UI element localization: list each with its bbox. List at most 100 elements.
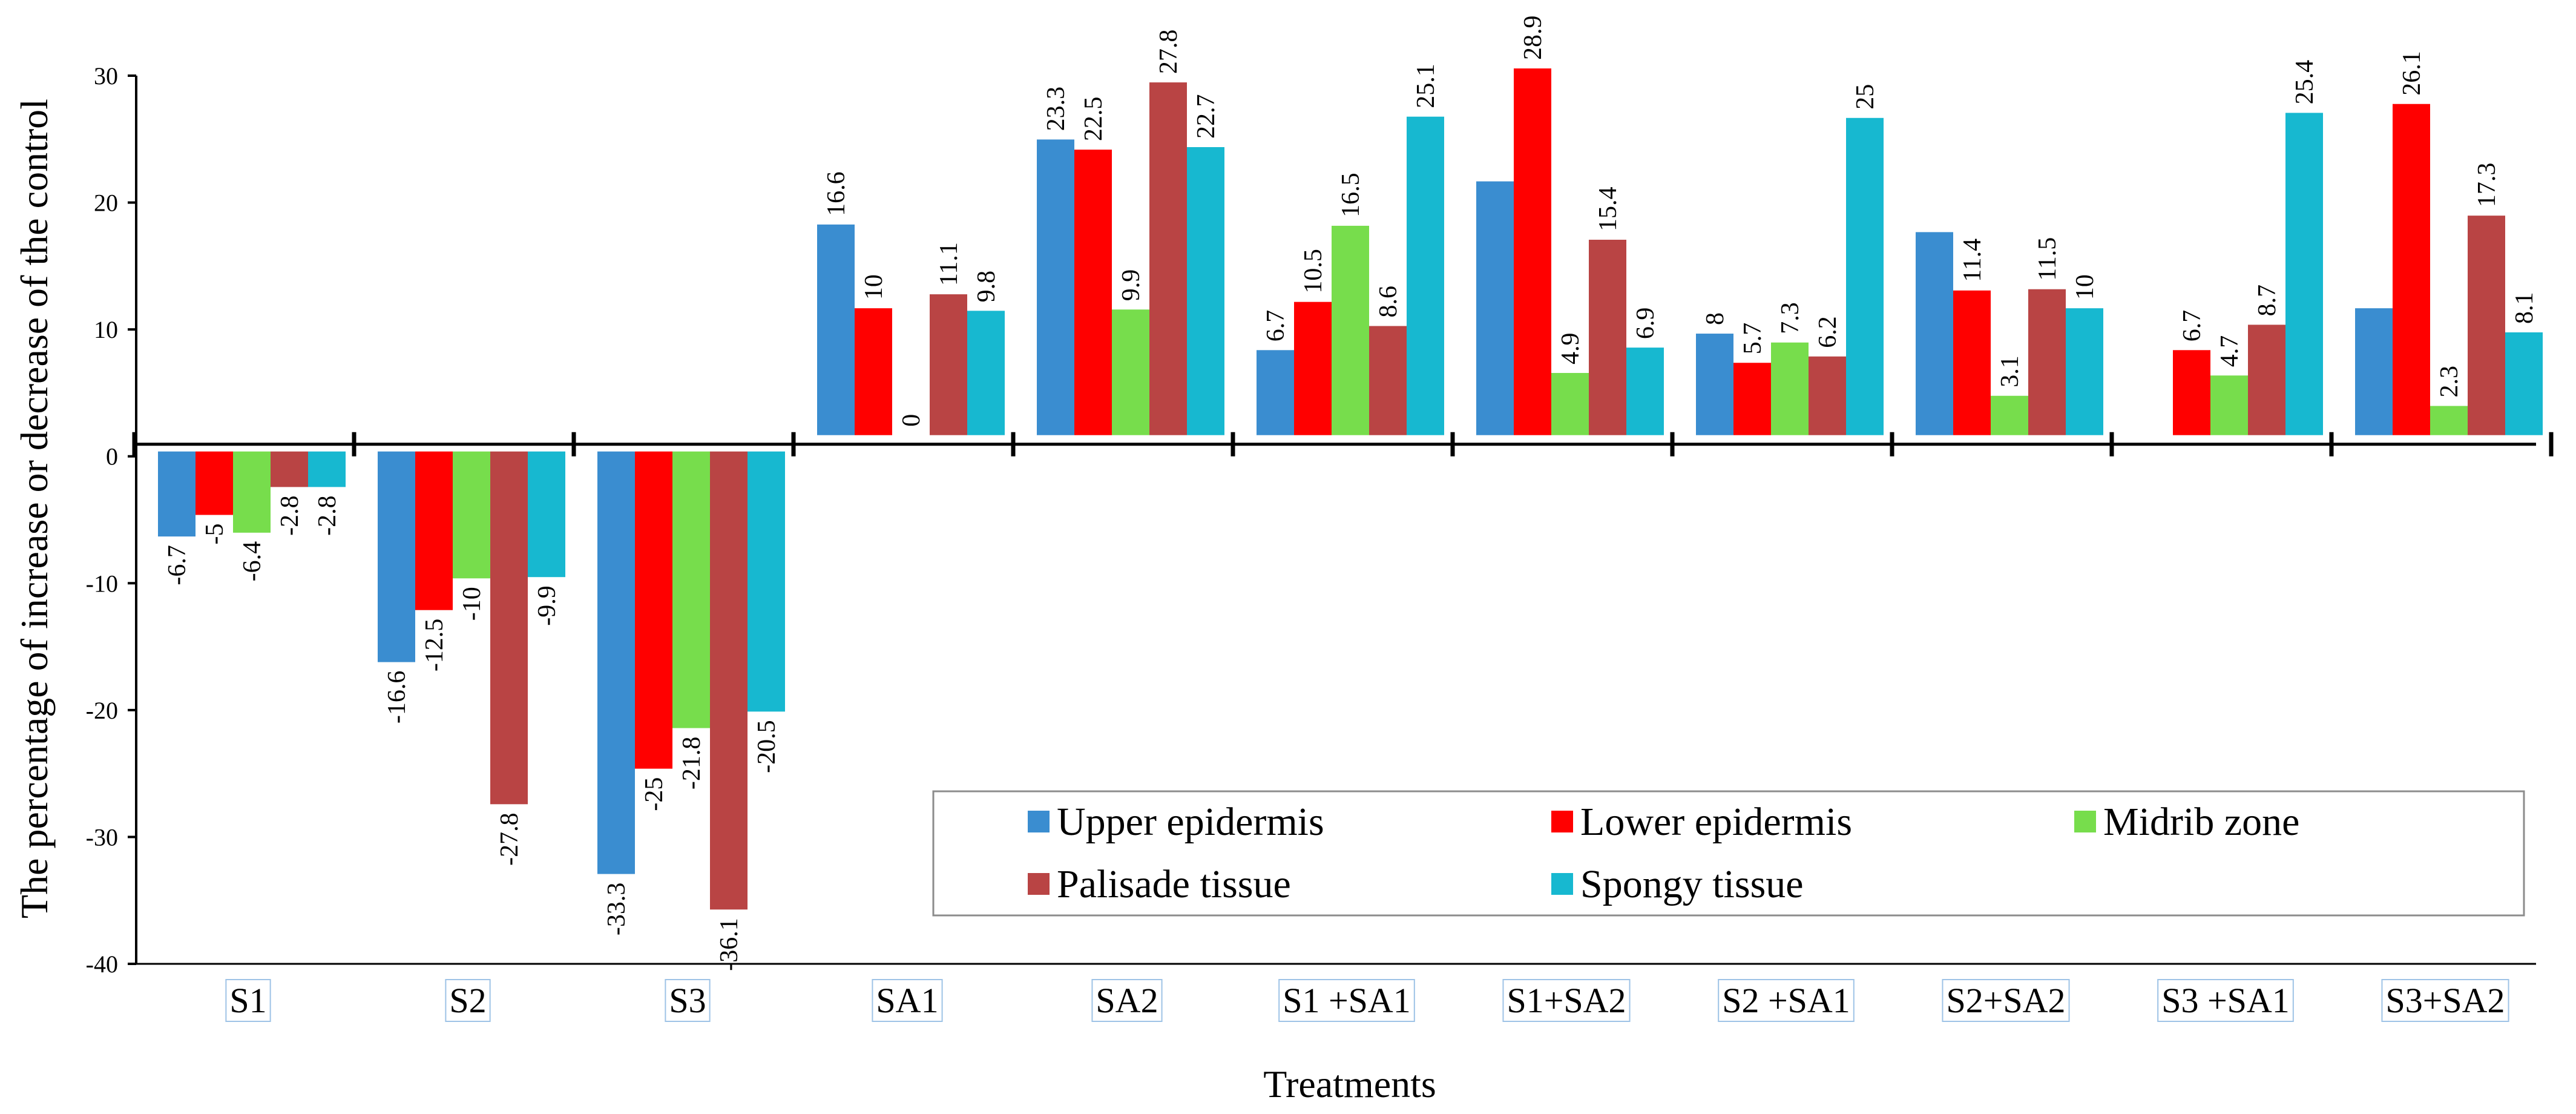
bar-1-7	[1733, 363, 1771, 435]
bar-label: -10	[458, 587, 486, 621]
category-label-box	[1278, 979, 1415, 1022]
bar-label: 9.9	[1117, 269, 1145, 302]
bar-label: -21.8	[678, 737, 706, 790]
category-label: S1	[229, 981, 266, 1020]
y-tick-label: 20	[94, 190, 118, 217]
bar-label: 11.4	[1959, 239, 1986, 282]
bar-0-2	[597, 451, 635, 874]
bar-label: 7.3	[1776, 302, 1804, 334]
bar-label: -27.8	[496, 812, 524, 866]
category-label: S3+SA2	[2385, 981, 2505, 1020]
y-tick-label: 30	[94, 62, 118, 90]
bar-3-7	[1809, 356, 1846, 435]
bar-label: -33.3	[603, 883, 631, 936]
y-tick-label: -20	[86, 697, 118, 724]
bar-label: -16.6	[383, 671, 411, 724]
bar-label: 10.5	[1300, 249, 1327, 294]
category-label-box	[1502, 979, 1631, 1022]
category-label-box	[1942, 979, 2070, 1022]
category-label: S3 +SA1	[2161, 981, 2290, 1020]
bar-4-4	[1187, 147, 1224, 435]
bar-0-7	[1696, 334, 1733, 435]
bar-label: -6.7	[163, 545, 191, 585]
bar-label: 8.7	[2253, 285, 2281, 317]
bar-2-5	[1332, 225, 1369, 435]
bar-3-4	[1149, 82, 1187, 435]
bar-label: 4.9	[1557, 333, 1585, 365]
x-axis-title: Treatments	[1263, 1063, 1436, 1106]
bar-3-8	[2028, 289, 2066, 435]
bar-0-0	[158, 451, 196, 537]
bar-2-9	[2210, 375, 2248, 435]
bar-0-10	[2355, 308, 2393, 435]
legend-swatch	[1028, 811, 1050, 832]
category-label-box	[225, 979, 271, 1022]
bar-2-4	[1112, 309, 1149, 435]
bar-1-9	[2173, 350, 2210, 435]
bar-0-1	[378, 451, 415, 662]
bar-1-5	[1294, 302, 1332, 435]
bar-4-7	[1846, 117, 1884, 435]
bar-1-3	[855, 308, 892, 435]
bar-0-3	[817, 224, 855, 435]
bar-label: 4.7	[2216, 335, 2244, 367]
category-label-box	[872, 979, 943, 1022]
bar-2-10	[2430, 406, 2468, 435]
bar-label: 16.6	[823, 171, 850, 216]
bar-0-6	[1476, 181, 1514, 435]
bar-label: 6.9	[1632, 308, 1660, 340]
bar-3-3	[930, 294, 967, 435]
y-axis-title: The percentage of increase or decrease o…	[13, 99, 56, 918]
bar-3-1	[490, 451, 528, 805]
bar-1-1	[415, 451, 453, 610]
category-label-box	[1718, 979, 1855, 1022]
bar-3-5	[1369, 326, 1407, 435]
bar-label: 22.7	[1192, 94, 1220, 139]
bar-label: 23.3	[1042, 87, 1070, 131]
bar-label: -2.8	[276, 495, 304, 536]
bar-0-4	[1037, 139, 1074, 435]
bar-label: 8.6	[1375, 286, 1402, 318]
bar-label: 25.4	[2291, 60, 2319, 105]
legend: Upper epidermis Lower epidermis Midrib zon…	[932, 790, 2525, 917]
bar-1-8	[1953, 290, 1991, 435]
bar-label: -20.5	[753, 720, 781, 773]
category-label: S2	[449, 981, 486, 1020]
category-label-box	[665, 979, 711, 1022]
category-label-box	[445, 979, 491, 1022]
legend-label: Lower epidermis	[1580, 800, 1852, 844]
bar-1-0	[196, 451, 233, 515]
category-label: SA2	[1096, 981, 1158, 1020]
category-label: S1+SA2	[1506, 981, 1626, 1020]
bar-2-7	[1771, 342, 1809, 435]
bar-label: 26.1	[2398, 51, 2426, 96]
y-tick-label: -40	[86, 951, 118, 978]
bar-label: 10	[860, 274, 888, 300]
bar-label: 17.3	[2473, 163, 2501, 208]
bar-2-8	[1991, 395, 2028, 435]
legend-label: Spongy tissue	[1580, 862, 1804, 906]
bar-label: -2.8	[314, 495, 341, 536]
bar-label: -5	[201, 524, 229, 545]
bar-label: 11.1	[935, 242, 963, 286]
bar-label: 5.7	[1739, 323, 1767, 355]
category-label: SA1	[876, 981, 938, 1020]
bar-label: 25	[1852, 84, 1879, 110]
bar-label: 28.9	[1519, 16, 1547, 61]
bar-3-2	[710, 451, 748, 910]
bar-2-2	[672, 451, 710, 728]
bar-0-8	[1916, 232, 1953, 435]
bar-label: 6.2	[1814, 316, 1842, 348]
bar-0-5	[1257, 350, 1294, 435]
category-labels: S1 S2 S3 SA1 SA2 S1 +SA1 S1+SA2 S2 +SA1 S2+SA2 S3…	[225, 979, 2509, 1022]
y-tick-label: -10	[86, 570, 118, 597]
bar-label: 8	[1701, 312, 1729, 325]
bar-label: 0	[898, 414, 925, 427]
bar-4-5	[1407, 116, 1444, 435]
legend-label: Midrib zone	[2103, 800, 2299, 844]
bar-label: -25	[640, 777, 668, 811]
legend-swatch	[1551, 811, 1573, 832]
bar-4-6	[1626, 348, 1664, 435]
bar-label: 6.7	[2178, 310, 2206, 342]
